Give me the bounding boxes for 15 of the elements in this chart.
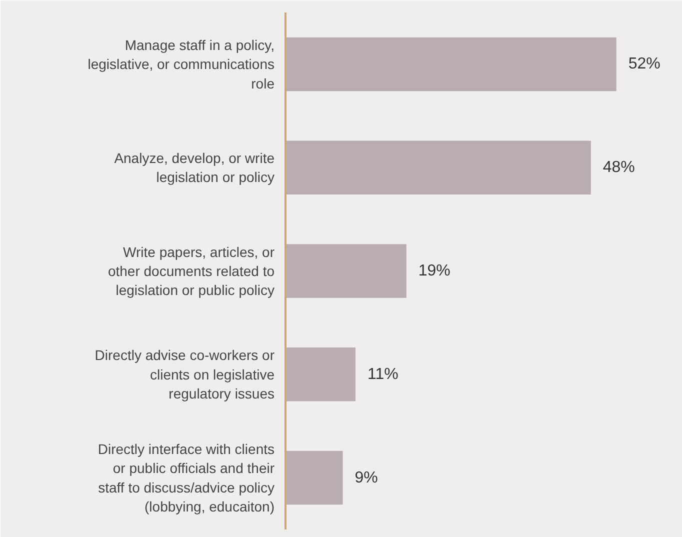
- bar: [286, 37, 616, 92]
- y-tick-label: Directly interface with clients or public officials and their staff to discuss/advice policy (lobbying, educaiton): [98, 441, 275, 515]
- data-label: 19%: [418, 262, 450, 280]
- bar: [286, 450, 343, 505]
- bar: [286, 348, 356, 402]
- data-label: 48%: [602, 159, 635, 176]
- y-tick-label: Directly advise co-workers or clients on legislative regulatory issues: [94, 347, 275, 402]
- y-tick-label: Manage staff in a policy, legislative, or communications role: [88, 37, 275, 92]
- y-tick-label: Analyze, develop, or write legislation or policy: [114, 150, 275, 186]
- data-label: 11%: [367, 366, 398, 383]
- y-tick-label: Write papers, articles, or other documents related to legislation or public policy: [108, 244, 275, 298]
- data-label: 52%: [628, 56, 660, 73]
- bar: [286, 140, 591, 194]
- bar: [286, 244, 406, 298]
- data-label: 9%: [354, 469, 378, 486]
